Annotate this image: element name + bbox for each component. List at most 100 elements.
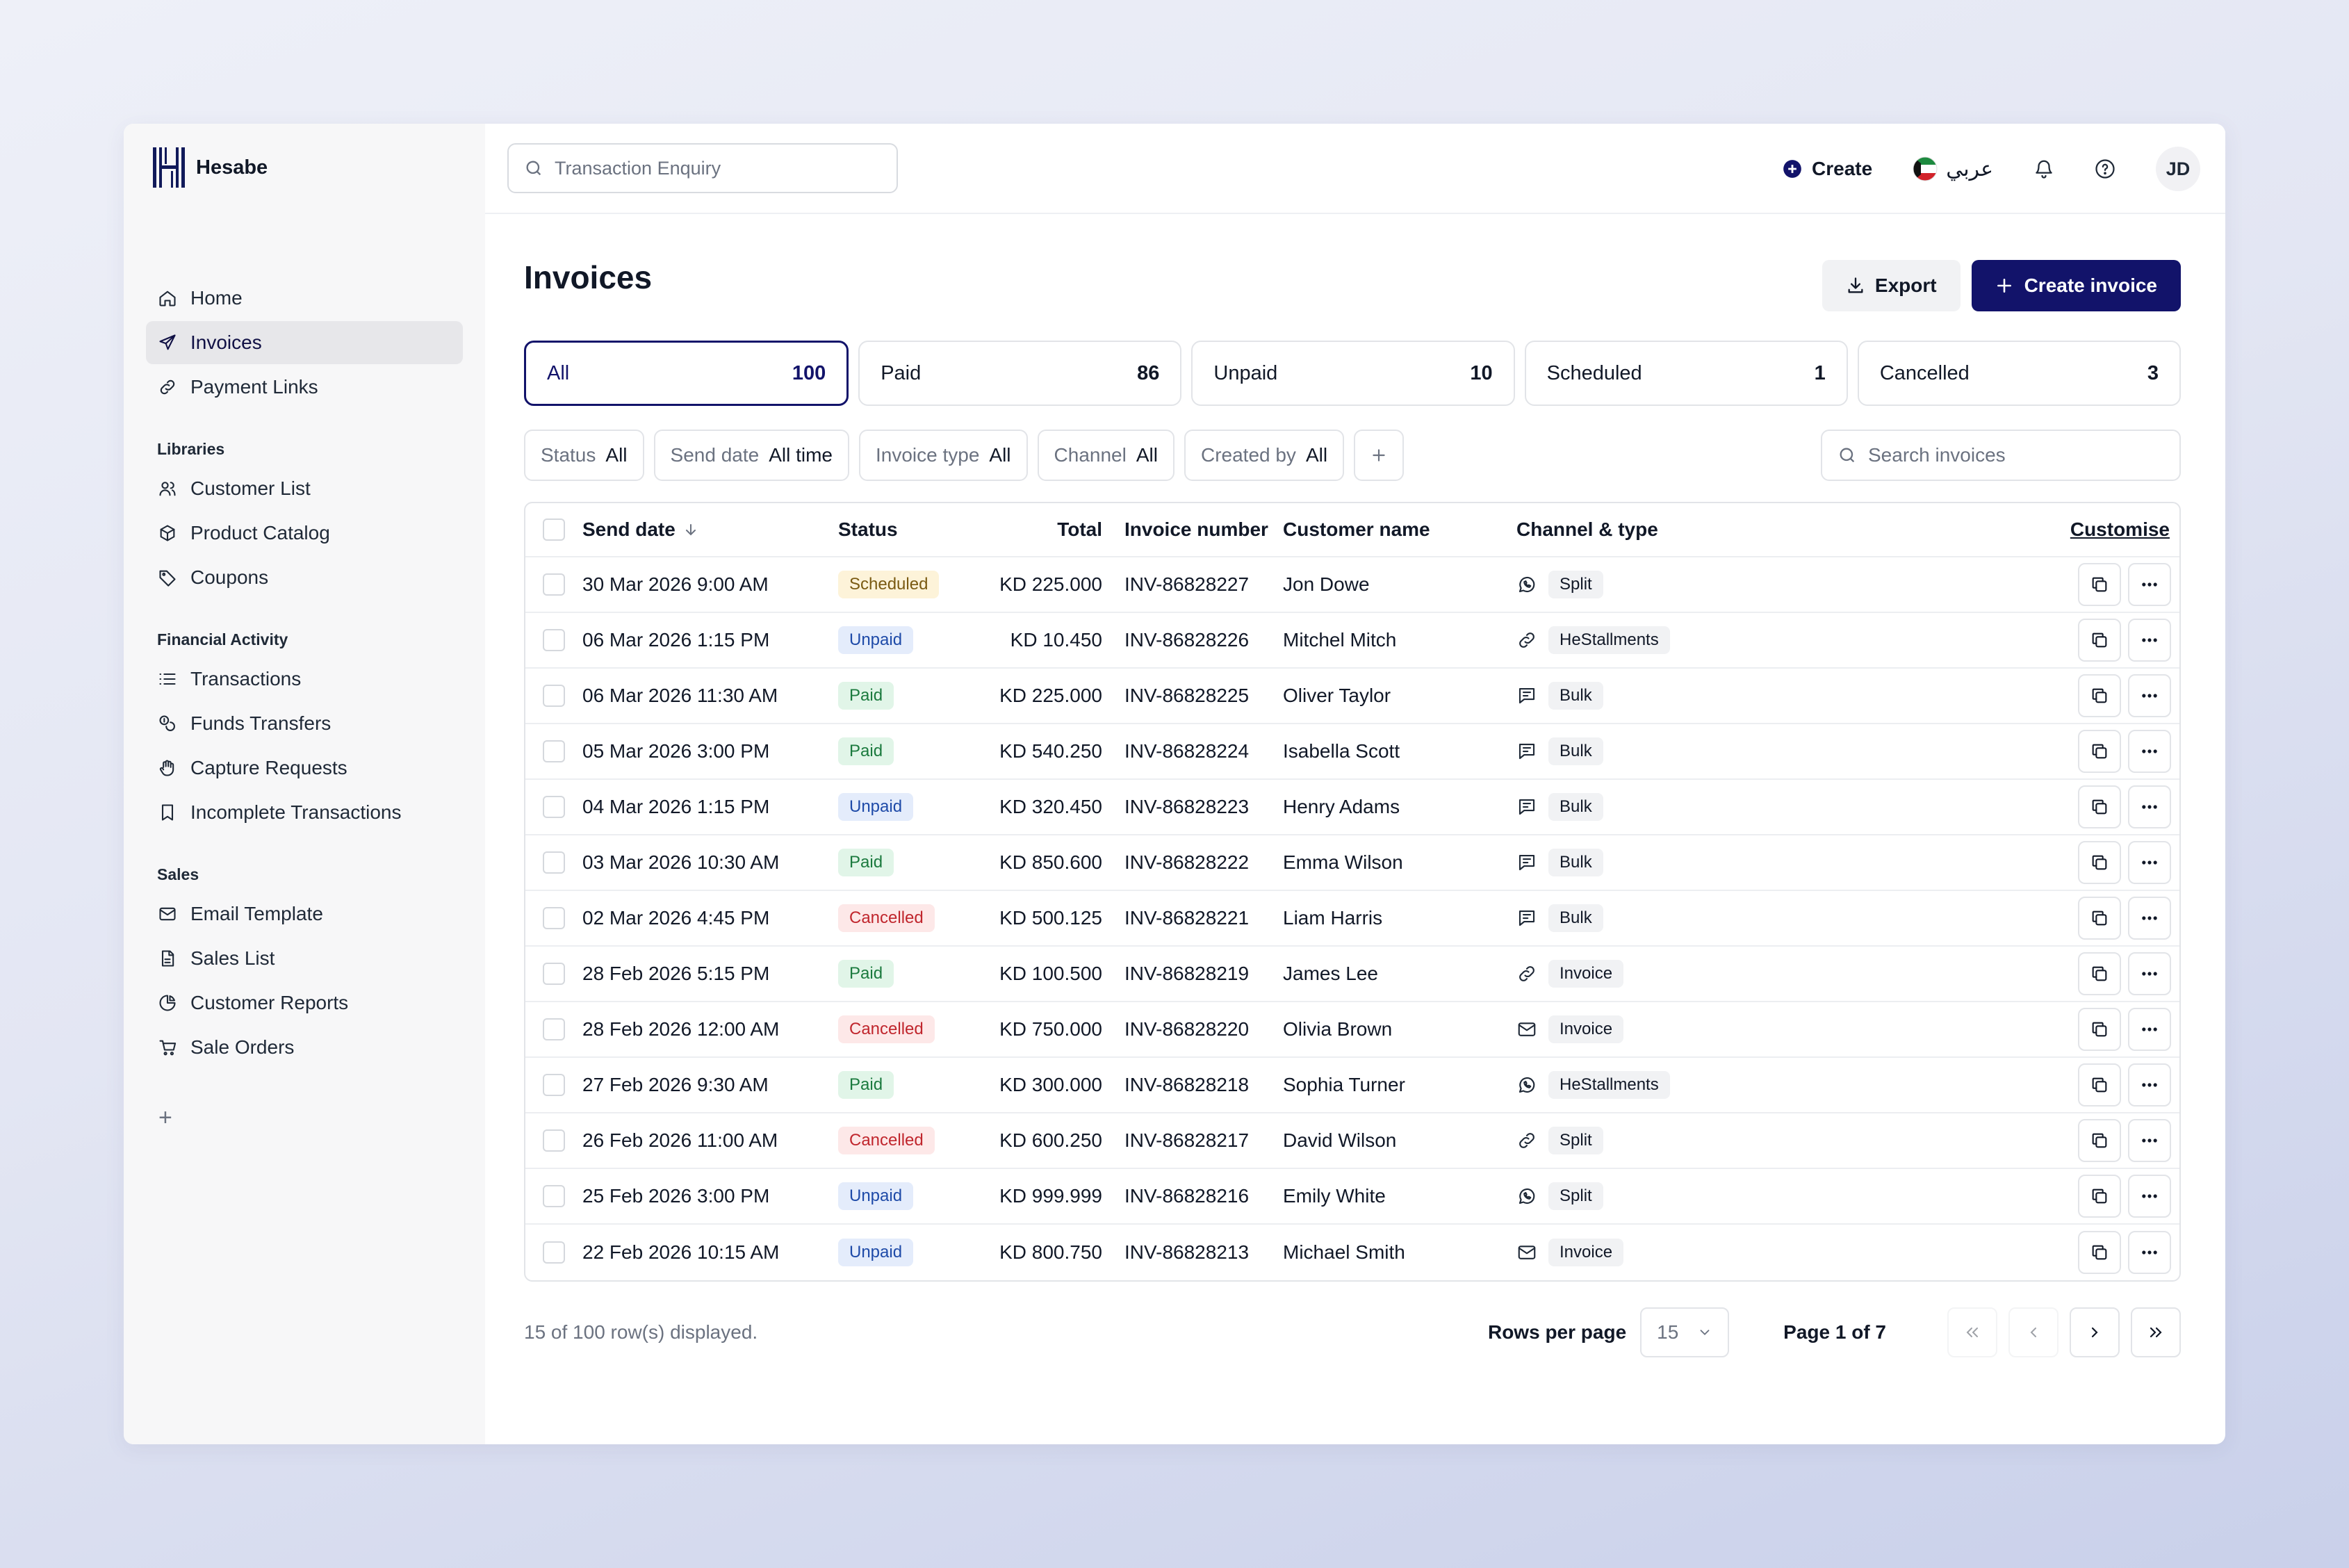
sidebar-item-product-catalog[interactable]: Product Catalog — [146, 512, 463, 555]
table-row[interactable]: 06 Mar 2026 11:30 AM Paid KD 225.000 INV-86… — [525, 669, 2179, 724]
cell-send-date: 22 Feb 2026 10:15 AM — [582, 1241, 780, 1263]
bell-icon[interactable] — [2033, 158, 2054, 179]
more-actions-button[interactable] — [2128, 730, 2171, 773]
more-actions-button[interactable] — [2128, 1119, 2171, 1162]
row-checkbox[interactable] — [543, 740, 565, 762]
more-actions-button[interactable] — [2128, 1008, 2171, 1051]
row-checkbox[interactable] — [543, 573, 565, 596]
next-page-button[interactable] — [2070, 1307, 2120, 1357]
channel-type-tag: HeStallments — [1548, 626, 1670, 654]
row-checkbox[interactable] — [543, 907, 565, 929]
sidebar-item-sales-list[interactable]: Sales List — [146, 937, 463, 980]
tab-all[interactable]: All 100 — [524, 341, 849, 406]
sidebar-item-invoices[interactable]: Invoices — [146, 321, 463, 364]
table-row[interactable]: 30 Mar 2026 9:00 AM Scheduled KD 225.000 IN… — [525, 557, 2179, 613]
create-invoice-button[interactable]: Create invoice — [1971, 260, 2181, 311]
table-row[interactable]: 03 Mar 2026 10:30 AM Paid KD 850.600 INV-86… — [525, 835, 2179, 891]
more-actions-button[interactable] — [2128, 1231, 2171, 1274]
prev-page-button[interactable] — [2008, 1307, 2059, 1357]
table-row[interactable]: 26 Feb 2026 11:00 AM Cancelled KD 600.250 I… — [525, 1113, 2179, 1169]
customise-link[interactable]: Customise — [2070, 518, 2170, 540]
duplicate-button[interactable] — [2078, 785, 2121, 828]
tab-cancelled[interactable]: Cancelled 3 — [1857, 341, 2182, 406]
tab-unpaid[interactable]: Unpaid 10 — [1191, 341, 1515, 406]
row-checkbox[interactable] — [543, 796, 565, 818]
select-all-checkbox[interactable] — [543, 518, 565, 541]
row-checkbox[interactable] — [543, 629, 565, 651]
filter-created-by[interactable]: Created by All — [1184, 430, 1345, 481]
filter-send-date[interactable]: Send date All time — [653, 430, 849, 481]
duplicate-button[interactable] — [2078, 1175, 2121, 1218]
duplicate-button[interactable] — [2078, 841, 2121, 884]
row-checkbox[interactable] — [543, 1241, 565, 1264]
language-switch[interactable]: عربي — [1913, 156, 1993, 181]
table-row[interactable]: 05 Mar 2026 3:00 PM Paid KD 540.250 INV-868… — [525, 724, 2179, 780]
sidebar-item-sale-orders[interactable]: Sale Orders — [146, 1026, 463, 1069]
create-button[interactable]: Create — [1783, 158, 1872, 180]
duplicate-button[interactable] — [2078, 1119, 2121, 1162]
table-row[interactable]: 28 Feb 2026 12:00 AM Cancelled KD 750.000 I… — [525, 1002, 2179, 1058]
more-actions-button[interactable] — [2128, 785, 2171, 828]
sidebar-add-button[interactable]: + — [158, 1104, 172, 1131]
sidebar-item-home[interactable]: Home — [146, 277, 463, 320]
table-row[interactable]: 06 Mar 2026 1:15 PM Unpaid KD 10.450 INV-86… — [525, 613, 2179, 669]
last-page-button[interactable] — [2131, 1307, 2181, 1357]
more-actions-button[interactable] — [2128, 674, 2171, 717]
sidebar-item-payment-links[interactable]: Payment Links — [146, 366, 463, 409]
sidebar-item-coupons[interactable]: Coupons — [146, 556, 463, 599]
table-row[interactable]: 25 Feb 2026 3:00 PM Unpaid KD 999.999 INV-8… — [525, 1169, 2179, 1225]
duplicate-button[interactable] — [2078, 1231, 2121, 1274]
tab-paid[interactable]: Paid 86 — [858, 341, 1182, 406]
row-checkbox[interactable] — [543, 1018, 565, 1040]
duplicate-button[interactable] — [2078, 674, 2121, 717]
row-checkbox[interactable] — [543, 1185, 565, 1207]
row-checkbox[interactable] — [543, 685, 565, 707]
filter-channel[interactable]: Channel All — [1037, 430, 1174, 481]
search-icon — [1838, 446, 1857, 465]
row-checkbox[interactable] — [543, 851, 565, 874]
more-actions-button[interactable] — [2128, 1063, 2171, 1106]
sidebar-item-transactions[interactable]: Transactions — [146, 658, 463, 701]
sidebar-item-customer-reports[interactable]: Customer Reports — [146, 981, 463, 1024]
sidebar-item-funds-transfers[interactable]: Funds Transfers — [146, 702, 463, 745]
brand[interactable]: Hesabe — [152, 146, 268, 189]
more-actions-button[interactable] — [2128, 563, 2171, 606]
help-icon[interactable] — [2095, 158, 2115, 179]
table-row[interactable]: 22 Feb 2026 10:15 AM Unpaid KD 800.750 INV-… — [525, 1225, 2179, 1280]
sidebar-item-incomplete-transactions[interactable]: Incomplete Transactions — [146, 791, 463, 834]
duplicate-button[interactable] — [2078, 619, 2121, 662]
add-filter-button[interactable] — [1354, 430, 1405, 481]
more-actions-button[interactable] — [2128, 952, 2171, 995]
duplicate-button[interactable] — [2078, 563, 2121, 606]
duplicate-button[interactable] — [2078, 1063, 2121, 1106]
row-checkbox[interactable] — [543, 1074, 565, 1096]
tab-scheduled[interactable]: Scheduled 1 — [1524, 341, 1848, 406]
table-row[interactable]: 28 Feb 2026 5:15 PM Paid KD 100.500 INV-868… — [525, 947, 2179, 1002]
first-page-button[interactable] — [1947, 1307, 1997, 1357]
duplicate-button[interactable] — [2078, 1008, 2121, 1051]
table-row[interactable]: 02 Mar 2026 4:45 PM Cancelled KD 500.125 IN… — [525, 891, 2179, 947]
duplicate-button[interactable] — [2078, 952, 2121, 995]
filter-invoice-type[interactable]: Invoice type All — [858, 430, 1028, 481]
more-actions-button[interactable] — [2128, 619, 2171, 662]
table-row[interactable]: 27 Feb 2026 9:30 AM Paid KD 300.000 INV-868… — [525, 1058, 2179, 1113]
more-actions-button[interactable] — [2128, 1175, 2171, 1218]
row-checkbox[interactable] — [543, 1129, 565, 1152]
duplicate-button[interactable] — [2078, 897, 2121, 940]
transaction-enquiry-search[interactable]: Transaction Enquiry — [507, 143, 898, 193]
table-row[interactable]: 04 Mar 2026 1:15 PM Unpaid KD 320.450 INV-8… — [525, 780, 2179, 835]
duplicate-button[interactable] — [2078, 730, 2121, 773]
sort-send-date[interactable]: Send date — [582, 518, 838, 541]
sidebar-item-capture-requests[interactable]: Capture Requests — [146, 746, 463, 790]
search-invoices-input[interactable]: Search invoices — [1821, 430, 2181, 481]
more-actions-button[interactable] — [2128, 841, 2171, 884]
rows-per-page-select[interactable]: 15 — [1640, 1307, 1730, 1357]
avatar[interactable]: JD — [2156, 147, 2200, 191]
more-actions-button[interactable] — [2128, 897, 2171, 940]
tab-count: 86 — [1137, 361, 1160, 384]
filter-status[interactable]: Status All — [524, 430, 644, 481]
sidebar-item-email-template[interactable]: Email Template — [146, 892, 463, 936]
export-button[interactable]: Export — [1822, 260, 1961, 311]
row-checkbox[interactable] — [543, 963, 565, 985]
sidebar-item-customer-list[interactable]: Customer List — [146, 467, 463, 510]
